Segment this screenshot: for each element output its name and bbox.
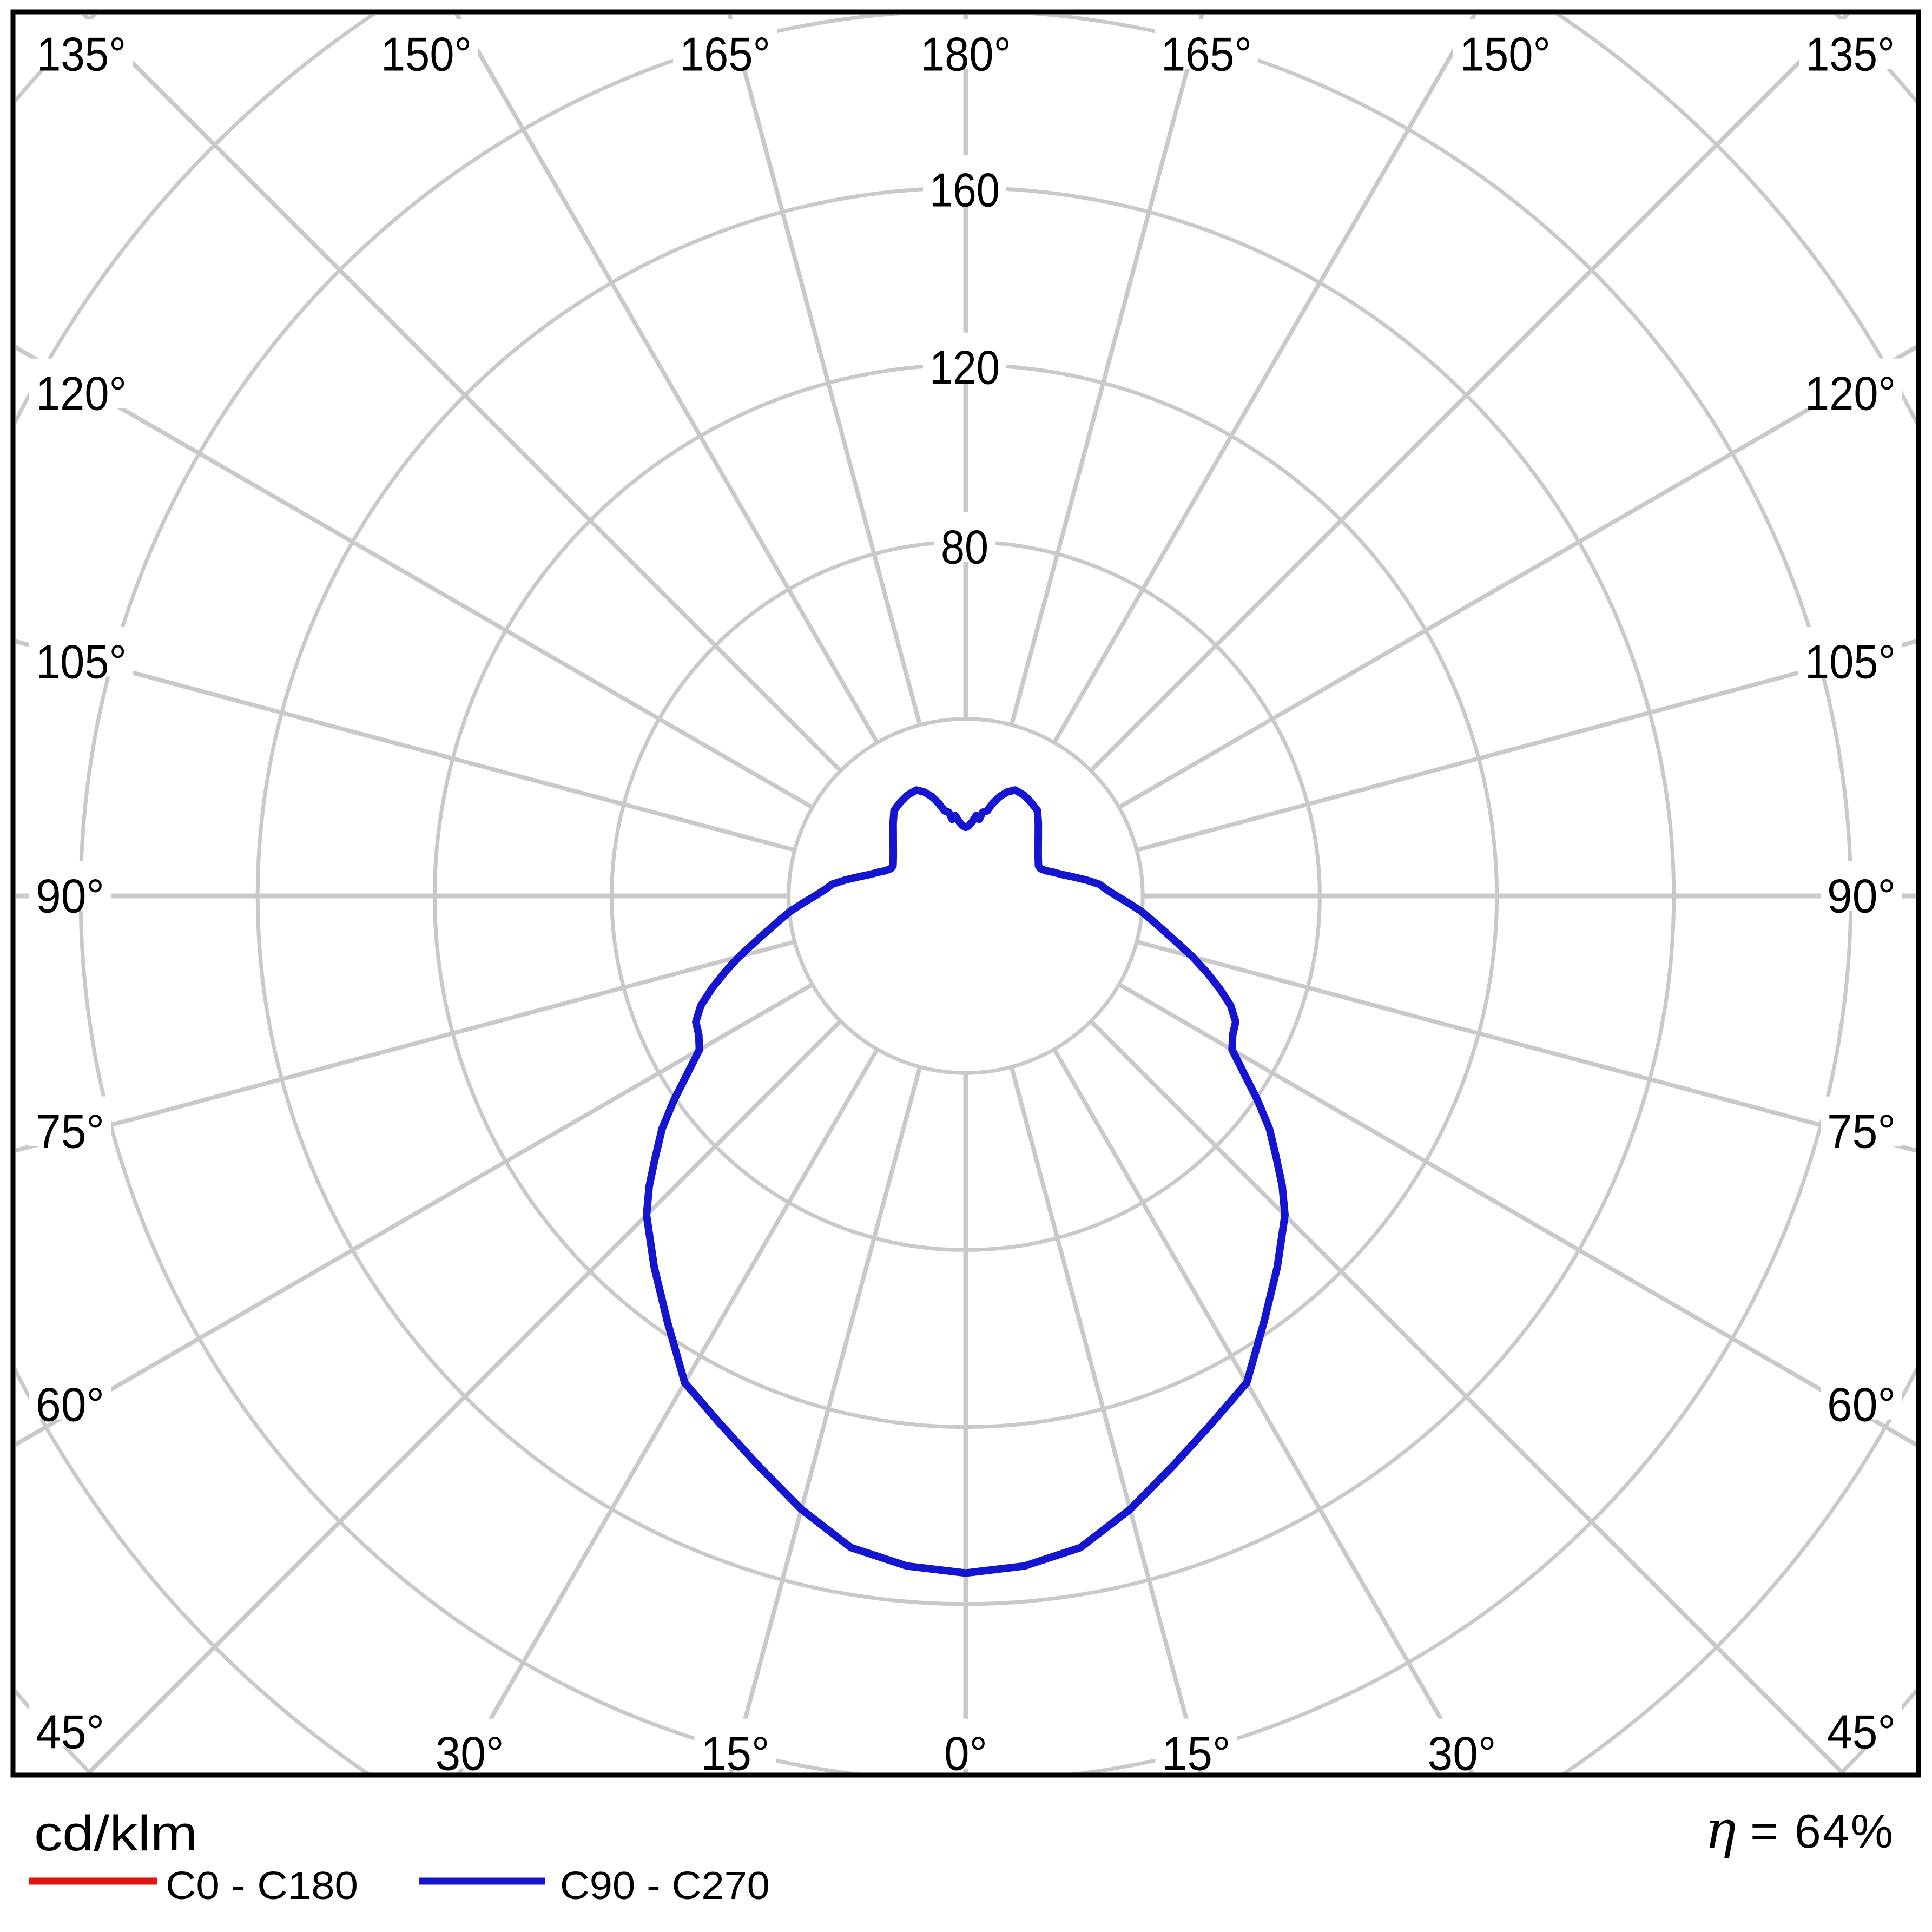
ring-value-label-80: 80 — [941, 520, 988, 574]
angle-label-2-bg — [673, 19, 777, 69]
angle-label-11-bg — [29, 1369, 111, 1420]
grid-radial-165-left — [727, 15, 922, 726]
angle-label-4-bg — [1155, 19, 1258, 69]
angle-label-19-bg — [694, 1718, 776, 1769]
angle-label-14: 90° — [1827, 869, 1896, 923]
angle-label-22-bg — [1421, 1718, 1503, 1769]
grid-radial-75-left — [16, 939, 795, 1153]
angle-label-1: 150° — [381, 28, 472, 81]
angle-label-0: 135° — [37, 28, 126, 81]
grid-radial-120-left — [16, 345, 814, 809]
angle-label-23: 45° — [1827, 1705, 1896, 1759]
grid-radial-15-right — [1009, 1066, 1203, 1773]
angle-label-1-bg — [374, 19, 478, 69]
angle-label-10-bg — [29, 1096, 111, 1146]
grid-radial-45-left — [85, 1019, 842, 1773]
angle-label-16-bg — [1821, 1369, 1902, 1420]
angle-label-18: 30° — [436, 1727, 504, 1781]
ring-value-label-160-bg — [923, 155, 1006, 205]
intensity-curves — [643, 786, 1289, 1577]
angle-label-12: 120° — [1805, 367, 1896, 420]
ring-value-label-160: 160 — [929, 163, 1000, 217]
angle-label-16: 60° — [1827, 1378, 1896, 1432]
c90-c270-curve — [643, 786, 1289, 1577]
angle-label-2: 165° — [680, 28, 770, 81]
grid-radial-75-right — [1136, 939, 1916, 1153]
footer: cd/klm C0 - C180 C90 - C270 η = 64% — [29, 1799, 1895, 1908]
angle-label-18-bg — [428, 1718, 511, 1769]
efficiency-label: η = 64% — [1705, 1799, 1895, 1860]
angle-label-15: 75° — [1827, 1105, 1896, 1158]
angle-label-13-bg — [1798, 627, 1902, 677]
ring-value-label-120-bg — [923, 332, 1006, 383]
angle-label-5: 150° — [1460, 28, 1551, 81]
grid-radial-60-right — [1118, 983, 1916, 1447]
angle-label-21-bg — [1155, 1718, 1237, 1769]
angle-label-20-bg — [938, 1718, 994, 1769]
legend-label-c90-c270: C90 - C270 — [560, 1864, 770, 1908]
angle-label-6: 135° — [1805, 28, 1895, 81]
angle-label-20: 0° — [944, 1727, 987, 1781]
angle-label-14-bg — [1821, 861, 1902, 911]
grid-radial-105-left — [16, 639, 795, 853]
grid-radial-150-right — [1052, 15, 1478, 744]
angle-label-7: 120° — [36, 367, 127, 420]
angle-label-8: 105° — [36, 635, 127, 689]
angle-label-10: 75° — [36, 1105, 104, 1158]
grid-radial-150-left — [454, 15, 879, 744]
grid-radial-45-right — [1089, 1019, 1846, 1773]
angle-label-13: 105° — [1805, 635, 1896, 689]
angle-label-0-bg — [30, 19, 133, 69]
angle-label-19: 15° — [701, 1727, 770, 1781]
ring-value-label-80-bg — [934, 512, 995, 562]
angle-label-5-bg — [1453, 19, 1557, 69]
angle-label-9-bg — [29, 861, 111, 911]
angle-label-4: 165° — [1161, 28, 1252, 81]
angle-label-9: 90° — [36, 869, 104, 923]
angle-label-3: 180° — [920, 28, 1011, 81]
angle-label-17-bg — [29, 1697, 111, 1747]
angle-label-6-bg — [1799, 19, 1901, 69]
grid-radial-30-left — [457, 1048, 879, 1773]
grid-radial-120-right — [1118, 345, 1916, 809]
grid-radial-15-left — [728, 1066, 922, 1773]
grid-radial-60-left — [16, 983, 814, 1447]
angle-label-23-bg — [1821, 1697, 1902, 1747]
unit-label: cd/klm — [34, 1806, 197, 1861]
grid-radial-165-right — [1009, 15, 1204, 726]
legend: C0 - C180 C90 - C270 — [29, 1864, 770, 1908]
ring-value-label-120: 120 — [929, 341, 1000, 394]
legend-label-c0-c180: C0 - C180 — [166, 1864, 358, 1908]
angle-label-17: 45° — [36, 1705, 104, 1759]
eta-value: = 64% — [1750, 1804, 1895, 1858]
angle-label-3-bg — [914, 19, 1018, 69]
angle-label-12-bg — [1798, 358, 1902, 408]
angle-label-15-bg — [1821, 1096, 1902, 1146]
grid-radial-30-right — [1052, 1048, 1475, 1773]
angle-label-22: 30° — [1428, 1727, 1496, 1781]
angle-label-11: 60° — [36, 1378, 104, 1432]
axis-labels: 135° 150° 165° 180° 165° 150° 135° 120° 105° 90° 7… — [29, 19, 1902, 1781]
angle-label-21: 15° — [1162, 1727, 1231, 1781]
eta-symbol: η — [1705, 1799, 1736, 1860]
angle-label-7-bg — [29, 358, 133, 408]
grid-radial-105-right — [1136, 639, 1916, 853]
plot-frame — [10, 9, 1921, 1778]
angle-label-8-bg — [29, 627, 133, 677]
